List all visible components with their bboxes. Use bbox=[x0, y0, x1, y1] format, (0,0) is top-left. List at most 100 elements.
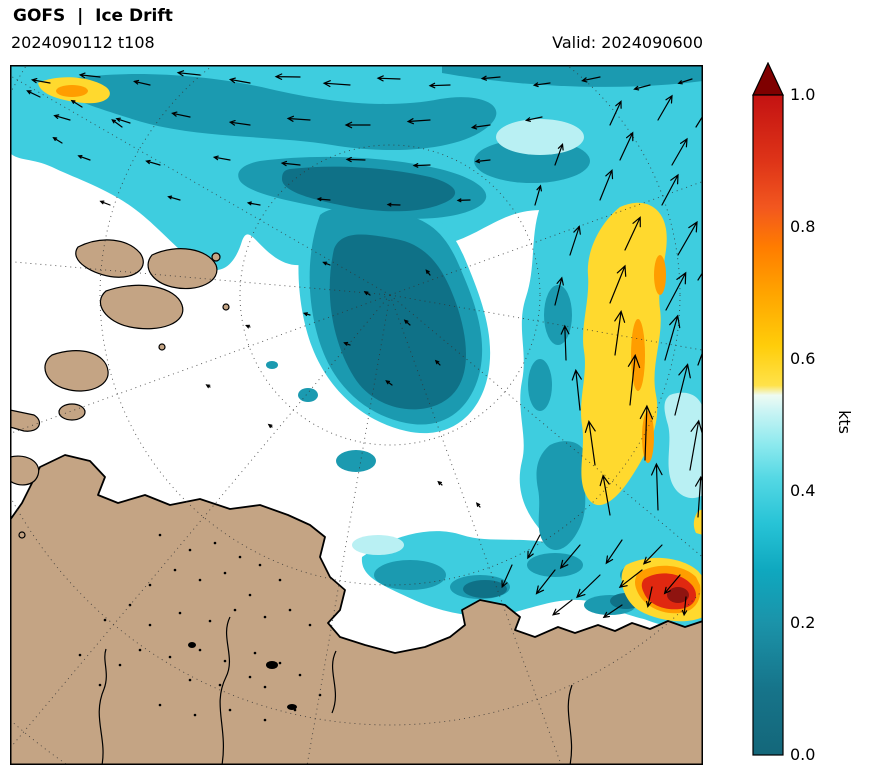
drift-vector-arrow bbox=[376, 75, 401, 82]
drift-vector-arrow bbox=[406, 118, 431, 125]
drift-vector-arrow bbox=[633, 84, 651, 91]
drift-vector-arrow bbox=[167, 195, 181, 201]
drift-vector-arrow bbox=[302, 312, 311, 317]
land-speckle-texture bbox=[78, 533, 322, 722]
colorbar-tick: 0.0 bbox=[790, 745, 816, 764]
arctic-island bbox=[9, 409, 41, 432]
drift-vector-arrow bbox=[77, 155, 91, 161]
drift-vector-arrow bbox=[618, 569, 643, 589]
drift-vector-arrow bbox=[343, 341, 351, 346]
plot-title: GOFS | Ice Drift bbox=[13, 6, 173, 26]
drift-vector-arrows-layer bbox=[26, 70, 717, 619]
drift-vector-arrow bbox=[428, 82, 451, 89]
drift-vector-arrow bbox=[602, 604, 623, 619]
drift-vector-arrow bbox=[674, 363, 691, 416]
arctic-island bbox=[58, 403, 86, 421]
drift-vector-arrow bbox=[363, 291, 371, 296]
drift-vector-arrow bbox=[554, 276, 564, 306]
drift-vector-arrow bbox=[385, 380, 393, 386]
arctic-island bbox=[75, 239, 144, 278]
islet bbox=[158, 343, 166, 351]
drift-vector-arrow bbox=[176, 70, 201, 77]
drift-vector-arrow bbox=[605, 539, 623, 565]
colorbar-tick: 0.4 bbox=[790, 481, 816, 500]
land-layer bbox=[9, 239, 704, 766]
drift-vector-arrow bbox=[663, 574, 681, 595]
drift-vector-arrow bbox=[599, 474, 611, 516]
drift-vector-arrow bbox=[26, 90, 41, 98]
drift-vector-arrow bbox=[205, 384, 211, 389]
drift-vector-arrow bbox=[664, 314, 681, 361]
drift-vector-arrow bbox=[599, 169, 614, 201]
drift-vector-arrow bbox=[581, 76, 601, 83]
drift-vector-arrow bbox=[437, 480, 443, 486]
colorbar-tick: 0.8 bbox=[790, 217, 816, 236]
islet bbox=[18, 531, 26, 539]
drift-vector-arrow bbox=[661, 173, 679, 206]
drift-vector-arrow bbox=[569, 225, 581, 256]
drift-vector-arrow bbox=[560, 324, 570, 361]
drift-vector-arrow bbox=[609, 100, 622, 126]
drift-vector-arrow bbox=[614, 310, 626, 356]
drift-vector-arrow bbox=[554, 143, 564, 166]
drift-vector-arrow bbox=[470, 124, 491, 130]
colorbar-tick: 0.6 bbox=[790, 349, 816, 368]
drift-vector-arrow bbox=[133, 79, 151, 86]
model-run-label: 2024090112 t108 bbox=[11, 33, 155, 52]
drift-vector-arrow bbox=[316, 197, 331, 202]
drift-vector-arrow bbox=[52, 136, 63, 144]
drift-vector-arrow bbox=[527, 534, 541, 560]
drift-vector-arrow bbox=[657, 94, 673, 121]
colorbar-unit-label: kts bbox=[835, 410, 854, 434]
drift-vector-arrow bbox=[99, 200, 111, 206]
colorbar-tick: 1.0 bbox=[790, 85, 816, 104]
colorbar-tick: 0.2 bbox=[790, 613, 816, 632]
drift-vector-arrow bbox=[534, 184, 542, 206]
drift-vector-arrow bbox=[322, 80, 351, 88]
drift-vector-arrow bbox=[524, 116, 543, 122]
drift-vector-arrow bbox=[535, 569, 556, 595]
drift-vector-arrow bbox=[344, 121, 371, 129]
drift-vector-arrow bbox=[501, 564, 513, 589]
drift-vector-arrow bbox=[111, 119, 123, 128]
rivers-and-lakes bbox=[98, 616, 573, 766]
drift-vector-arrow bbox=[627, 353, 641, 406]
drift-vector-arrow bbox=[228, 77, 251, 84]
drift-vector-arrow bbox=[245, 324, 251, 329]
drift-vector-arrow bbox=[115, 117, 131, 124]
arctic-island bbox=[44, 350, 109, 392]
drift-vector-arrow bbox=[30, 78, 51, 84]
drift-vector-arrow bbox=[559, 544, 581, 570]
drift-vector-arrow bbox=[212, 155, 231, 161]
subtitle-row: 2024090112 t108 Valid: 2024090600 bbox=[11, 33, 703, 52]
drift-vector-arrow bbox=[475, 502, 481, 508]
drift-vector-arrow bbox=[677, 220, 698, 256]
drift-vector-arrow bbox=[53, 114, 71, 121]
drift-vector-arrow bbox=[576, 574, 601, 599]
drift-vector-arrow bbox=[456, 198, 471, 203]
drift-vector-arrow bbox=[624, 216, 641, 251]
colorbar-tick-labels: 1.0 0.8 0.6 0.4 0.2 0.0 bbox=[790, 0, 840, 781]
siberia-mainland bbox=[9, 454, 704, 766]
drift-vector-arrow bbox=[412, 163, 431, 168]
drift-vector-arrow bbox=[642, 544, 663, 565]
drift-vector-arrow bbox=[646, 586, 653, 608]
drift-vector-arrow bbox=[532, 82, 551, 88]
map-frame bbox=[10, 65, 703, 765]
drift-vector-arrow bbox=[322, 261, 331, 266]
drift-vector-arrow bbox=[689, 419, 703, 471]
colorbar-graphic bbox=[752, 61, 784, 756]
drift-vector-arrow bbox=[584, 420, 596, 466]
drift-vector-arrow bbox=[145, 159, 161, 166]
drift-vector-arrow bbox=[571, 368, 582, 411]
drift-vector-arrow bbox=[70, 99, 83, 108]
drift-vector-arrow bbox=[609, 264, 627, 304]
islet bbox=[222, 303, 230, 311]
drift-vector-arrow bbox=[78, 72, 101, 79]
drift-vector-arrow bbox=[671, 137, 688, 166]
drift-vector-arrow bbox=[246, 201, 261, 206]
colorbar bbox=[752, 61, 784, 756]
